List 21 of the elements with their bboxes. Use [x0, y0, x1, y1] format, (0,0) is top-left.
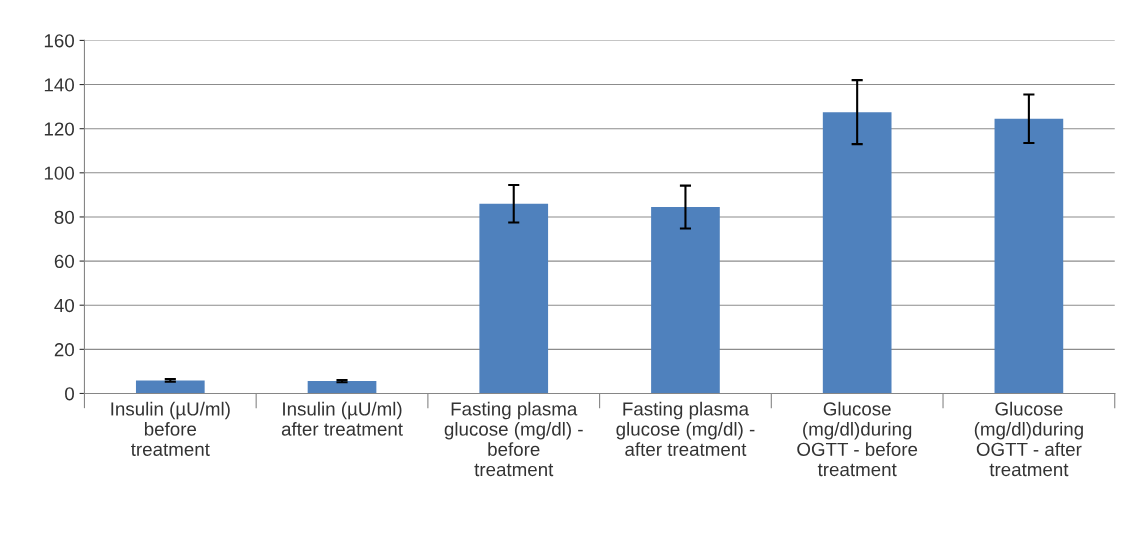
y-tick-label: 100 [44, 166, 74, 180]
y-tick-label: 40 [54, 298, 74, 313]
y-tick-label: 80 [54, 210, 74, 224]
x-tick-label: Insulin (µU/ml) after treatment [281, 401, 403, 436]
y-tick-label: 0 [65, 387, 74, 401]
x-tick-label: Fasting plasma glucose (mg/dl) - after treatment [616, 401, 755, 456]
x-tick-label: Glucose (mg/dl)during OGTT - before treatment [797, 401, 918, 477]
x-tick-label: Glucose (mg/dl)during OGTT - after treatment [974, 401, 1083, 477]
y-tick-label: 160 [44, 34, 74, 48]
bar [651, 207, 720, 394]
bar [822, 112, 892, 394]
x-tick-label: Insulin (µU/ml) before treatment [111, 401, 230, 456]
bar [994, 118, 1064, 394]
bar [135, 380, 205, 394]
y-tick-label: 140 [44, 78, 74, 92]
y-tick-label: 20 [54, 343, 74, 357]
y-tick-label: 120 [44, 122, 74, 136]
x-tick-label: Fasting plasma glucose (mg/dl) - before treatment [444, 401, 583, 477]
bar [479, 203, 549, 394]
bar [307, 381, 377, 394]
y-tick-label: 60 [54, 254, 74, 269]
